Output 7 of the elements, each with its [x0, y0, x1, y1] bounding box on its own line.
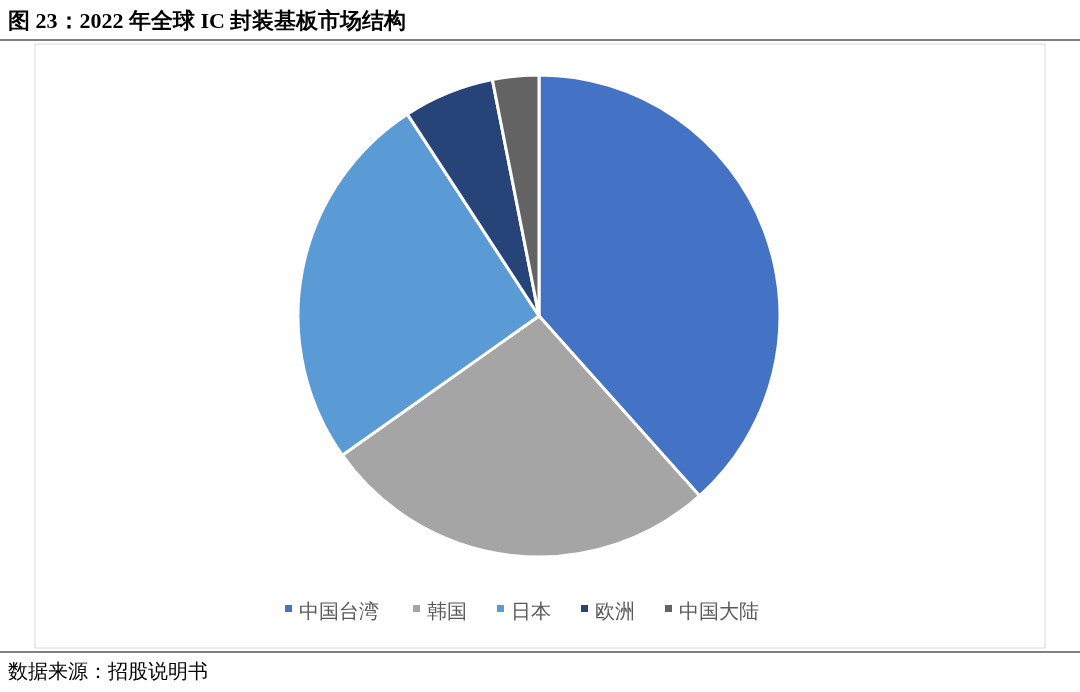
legend-label: 中国大陆: [679, 599, 759, 623]
source-note: 数据来源：招股说明书: [8, 659, 208, 683]
legend-label: 韩国: [427, 599, 467, 623]
legend-label: 欧洲: [595, 599, 635, 623]
legend-label: 日本: [511, 599, 551, 623]
chart-title: 图 23：2022 年全球 IC 封装基板市场结构: [8, 8, 407, 33]
legend-label: 中国台湾: [299, 599, 379, 623]
